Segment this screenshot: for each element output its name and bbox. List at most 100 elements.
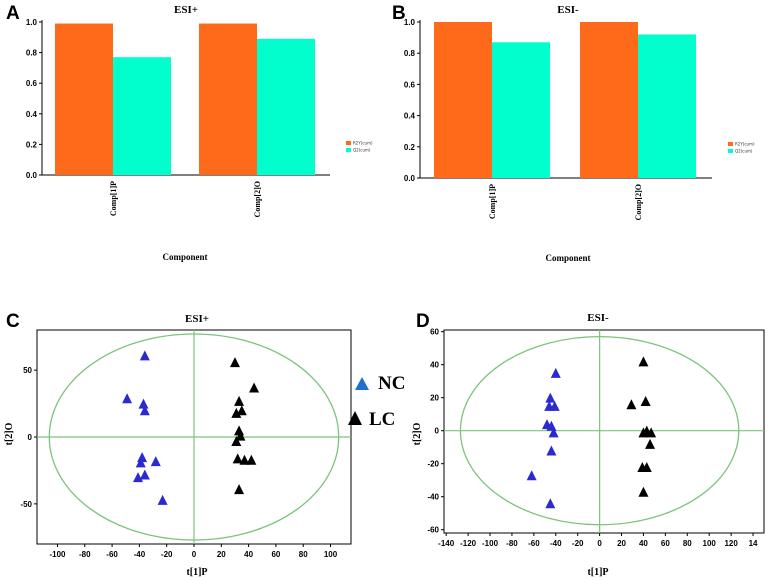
panel-a-legend: R2Y(cum) Q2(cum) <box>346 141 373 153</box>
panel-c-title: ESI+ <box>185 313 209 325</box>
panel-c-point-lc <box>246 454 257 465</box>
legend-b-q2-label: Q2(cum) <box>735 149 753 154</box>
panel-c-point-lc <box>234 484 245 495</box>
panel-d-title: ESI- <box>587 312 609 324</box>
panel-c-xtick-label: 80 <box>299 550 308 559</box>
legend-lc-marker <box>348 411 362 425</box>
panel-c-point-lc <box>232 453 243 464</box>
panel-c-point-lc <box>234 425 245 436</box>
panel-b-bar-q2 <box>492 42 550 178</box>
panel-c-xtick-label: 60 <box>271 550 280 559</box>
panel-letter-d: D <box>416 311 430 332</box>
panel-letter-b: B <box>392 3 406 24</box>
panel-c-point-nc <box>139 350 150 361</box>
panel-a-ytick-label: 0.4 <box>26 110 38 119</box>
panel-a-xlabel: Component <box>162 252 207 262</box>
panel-d-ytick-label: -20 <box>427 460 439 469</box>
legend-b-r2-label: R2Y(cum) <box>735 142 755 147</box>
panel-letter-c: C <box>6 311 20 332</box>
panel-a-plot: 0.0 0.2 0.4 0.6 0.8 1.0 Comp[1]P Comp[2]O <box>26 18 330 217</box>
panel-d-xtick-label: -60 <box>528 539 540 548</box>
panel-c-xlabel: t[1]P <box>186 567 207 578</box>
panel-d-ytick-label: 40 <box>430 361 439 370</box>
panel-c-xtick-label: 0 <box>192 550 197 559</box>
panel-letter-a: A <box>6 3 20 24</box>
panel-c-point-nc <box>133 472 144 483</box>
panel-a-bar-q2 <box>113 57 171 175</box>
panel-c-xtick-label: -60 <box>106 550 118 559</box>
panel-d-xtick-label: 20 <box>617 539 626 548</box>
legend-lc-label: LC <box>369 409 395 430</box>
panel-d-xtick-label: 60 <box>661 539 670 548</box>
panel-d-xlabel: t[1]P <box>587 567 608 578</box>
panel-a-category-label: Comp[1]P <box>109 181 118 216</box>
panel-c-xtick-label: -40 <box>134 550 146 559</box>
panel-c-point-nc <box>157 494 168 505</box>
panel-d-frame <box>443 329 765 534</box>
panel-c-point-nc <box>150 456 161 467</box>
legend-b-r2-swatch <box>728 142 733 146</box>
panel-c-xtick-label: 20 <box>217 550 226 559</box>
panel-c-plot: -100 -80 -60 -40 -20 0 20 40 60 80 100 50 0 -50 <box>20 330 351 559</box>
panel-d-point-nc <box>526 470 537 481</box>
panel-d-ylabel: t[2]O <box>412 422 423 445</box>
panel-c-point-nc <box>139 469 150 480</box>
panel-c-xtick-label: -100 <box>49 550 66 559</box>
panel-d-ytick-label: 0 <box>435 427 440 436</box>
panel-b-category-label: Comp[1]P <box>488 184 497 219</box>
panel-d-xtick-label: 100 <box>703 539 717 548</box>
panel-d: D ESI- -140 -120 -100 -80 -60 -40 -20 0 20 40 60 80… <box>412 311 765 578</box>
panel-a-bar-r2 <box>55 23 113 176</box>
panel-b-legend: R2Y(cum) Q2(cum) <box>728 142 755 154</box>
panel-d-ytick-label: -60 <box>427 526 439 535</box>
panel-d-point-nc <box>549 400 560 411</box>
panel-a-category-label: Comp[2]O <box>253 181 262 217</box>
panel-c-ytick-label: -50 <box>20 500 32 509</box>
panel-d-xtick-label: -100 <box>482 539 499 548</box>
panel-d-point-lc <box>641 461 652 472</box>
panel-c-point-lc <box>231 436 242 447</box>
panel-d-xtick-label: 14 <box>749 539 758 548</box>
panel-d-plot: -140 -120 -100 -80 -60 -40 -20 0 20 40 60 80 100 120 1… <box>427 328 764 548</box>
panel-b-bar-r2 <box>580 22 638 178</box>
panel-a-bar-q2 <box>257 38 315 175</box>
panel-d-xtick-label: 0 <box>597 539 602 548</box>
panel-b-plot: 0.0 0.2 0.4 0.6 0.8 1.0 Comp[1]P Comp[2]O <box>404 18 712 220</box>
panel-c-point-nc <box>137 452 148 463</box>
panel-c-point-lc <box>235 430 246 441</box>
panel-b-ytick-label: 0.4 <box>404 112 416 121</box>
panel-c-legend: NC LC <box>348 373 405 430</box>
panel-d-ytick-label: 60 <box>430 328 439 337</box>
legend-a-q2-label: Q2(cum) <box>353 148 371 153</box>
panel-b-ytick-label: 0.8 <box>404 49 416 58</box>
panel-b-ytick-label: 1.0 <box>404 18 416 27</box>
panel-d-xtick-label: 120 <box>724 539 738 548</box>
panel-c-xtick-label: 100 <box>324 550 338 559</box>
panel-d-xtick-label: -140 <box>438 539 455 548</box>
panel-c-point-lc <box>236 405 247 416</box>
panel-c-xtick-label: 40 <box>244 550 253 559</box>
panel-c-point-lc <box>234 395 245 406</box>
panel-d-xtick-label: -120 <box>460 539 477 548</box>
panel-c-point-lc <box>231 407 242 418</box>
panel-d-ellipse <box>459 335 740 526</box>
panel-c-point-nc <box>122 393 133 404</box>
panel-d-ytick-label: 20 <box>430 394 439 403</box>
legend-b-q2-swatch <box>728 149 733 153</box>
panel-c-xtick-label: -80 <box>79 550 91 559</box>
panel-d-point-nc <box>545 498 556 509</box>
panel-a-ytick-label: 0.0 <box>26 171 38 180</box>
panel-d-xtick-label: -80 <box>506 539 518 548</box>
panel-d-xtick-label: 80 <box>683 539 692 548</box>
panel-b-ytick-label: 0.2 <box>404 143 416 152</box>
panel-b-bar-q2 <box>638 34 696 179</box>
panel-d-point-lc <box>638 427 649 438</box>
panel-d-point-lc <box>646 427 657 438</box>
panel-a-ytick-label: 1.0 <box>26 18 38 27</box>
panel-c-ytick-label: 50 <box>23 366 32 375</box>
panel-d-point-nc <box>545 392 556 403</box>
panel-a-ytick-label: 0.2 <box>26 140 38 149</box>
panel-d-point-lc <box>638 486 649 497</box>
panel-d-ytick-label: -40 <box>427 493 439 502</box>
